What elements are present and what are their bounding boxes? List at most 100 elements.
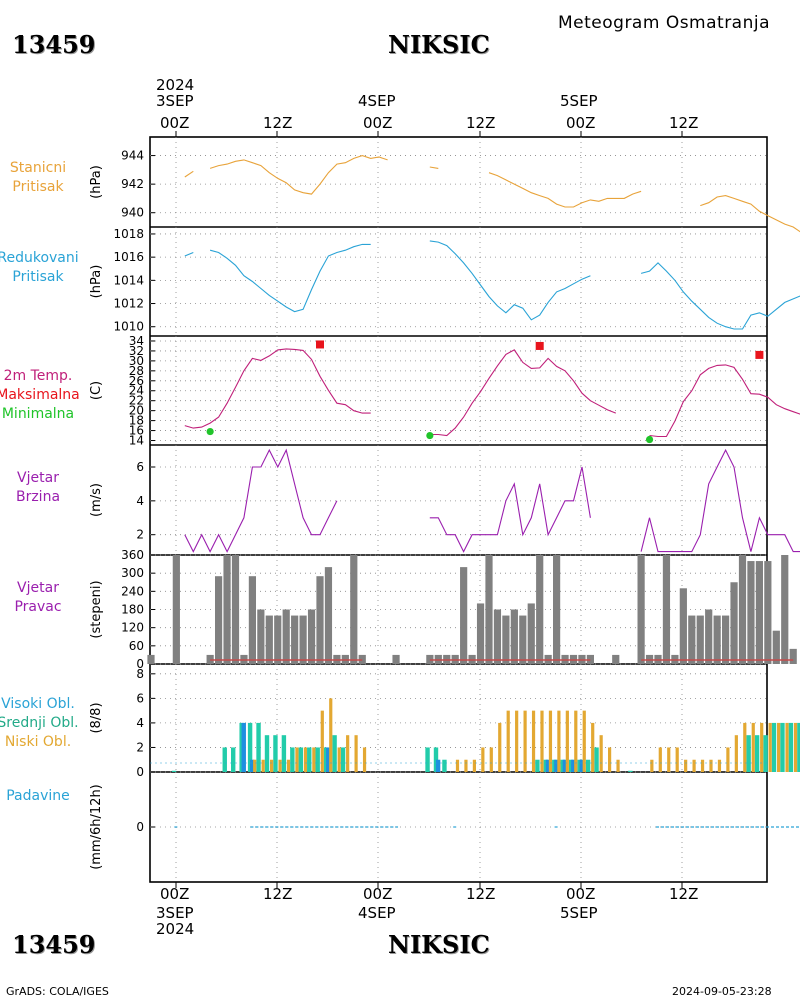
temperature-unit: (C) [89,381,104,400]
wind-speed-line-1 [429,466,591,553]
wind-direction-bar-9 [265,615,273,664]
cloud-bar-1-5 [554,759,559,772]
wind-direction-bar-60 [781,555,789,664]
day-bottom-1: 3SEP [156,904,194,922]
cloud-bar-0-11 [307,747,312,772]
wind-direction-bar-51 [705,609,713,664]
cloud-bar-2-46 [751,722,755,772]
cloud-cover-tick-0: 8 [136,667,144,681]
cloud-bar-2-37 [675,747,679,772]
cloud-bar-1-3 [435,759,441,772]
wind-direction-label-0: Vjetar [17,580,59,596]
cloud-bar-1-6 [562,759,568,772]
hour-top-5: 00Z [566,114,596,132]
cloud-cover-tick-1: 6 [136,691,144,705]
wind-direction-bar-10 [274,615,282,664]
wind-direction-tick-5: 60 [129,639,144,653]
wind-speed-tick-0: 6 [136,460,144,474]
temperature-tick-5: 24 [129,384,144,398]
cloud-bar-1-0 [241,722,246,772]
cloud-bar-0-34 [797,722,800,772]
cloud-bar-0-25 [585,759,591,772]
tmax-marker-0 [316,340,324,349]
wind-direction-bar-50 [696,615,704,664]
cloud-bar-0-18 [442,759,447,772]
cloud-bar-2-24 [540,710,544,772]
wind-direction-bar-33 [519,615,527,664]
reduced-pressure-label-0: Redukovani [0,250,79,266]
cloud-bar-0-31 [771,722,777,772]
wind-speed-tick-1: 4 [136,494,144,508]
wind-direction-bar-28 [476,603,485,664]
station-pressure-label-0: Stanicni [10,160,66,176]
reduced-pressure-label-1: Pritisak [12,269,64,285]
hour-bottom-1: 00Z [160,885,190,903]
station-pressure-line-0 [184,170,194,178]
cloud-bar-0-33 [788,722,794,772]
cloud-bar-2-7 [312,747,316,772]
wind-direction-bar-46 [662,555,671,664]
tmin-marker-2 [645,435,654,444]
cloud-bar-0-26 [594,747,599,772]
cloud-bar-2-2 [270,759,274,772]
temperature-label-2: Minimalna [2,406,74,422]
cloud-bar-0-30 [763,735,768,772]
cloud-bar-2-43 [726,747,730,772]
cloud-bar-2-25 [548,710,553,772]
cloud-bar-2-32 [608,747,612,772]
cloud-bar-2-21 [515,710,519,772]
station-name: NIKSIC [388,30,490,59]
precipitation-label-0: Padavine [6,788,70,804]
temperature-tick-10: 14 [129,434,144,448]
cloud-bar-2-45 [743,722,747,772]
wind-direction-bar-4 [223,555,231,664]
wind-direction-bar-12 [291,615,299,664]
cloud-bar-2-33 [616,759,620,772]
footer-timestamp: 2024-09-05-23:28 [672,985,772,998]
cloud-bar-2-49 [777,722,781,772]
wind-direction-unit: (stepeni) [89,580,104,638]
station-pressure-tick-2: 940 [121,206,144,220]
temperature-line-2 [649,364,800,438]
cloud-bar-1-7 [571,759,576,772]
wind-direction-bar-29 [485,555,493,664]
tmin-marker-0 [206,427,214,436]
cloud-bar-0-8 [281,735,287,772]
temperature-tick-1: 32 [129,344,144,358]
wind-direction-bar-14 [307,609,316,664]
cloud-bar-0-28 [746,735,751,772]
cloud-bar-0-27 [628,770,633,772]
reduced-pressure-line-3 [640,262,800,330]
cloud-bar-2-34 [650,759,654,772]
reduced-pressure-tick-0: 1018 [113,227,144,241]
cloud-bar-2-11 [346,735,350,772]
hour-bottom-5: 00Z [566,885,596,903]
cloud-bar-2-14 [455,759,460,772]
cloud-bar-2-47 [760,722,764,772]
wind-direction-bar-43 [637,555,645,664]
cloud-bar-2-36 [667,747,671,772]
cloud-bar-2-15 [464,759,468,772]
cloud-bar-0-19 [535,759,540,772]
hour-bottom-2: 12Z [263,885,293,903]
reduced-pressure-tick-1: 1016 [113,250,144,264]
temperature-tick-9: 16 [129,424,144,438]
page-title: Meteogram Osmatranja [558,13,771,33]
cloud-bar-0-9 [290,747,295,772]
day-top-1: 3SEP [156,92,194,110]
hour-bottom-6: 12Z [669,885,699,903]
cloud-bar-1-2 [326,747,331,772]
cloud-bar-2-30 [591,722,595,772]
hour-top-1: 00Z [160,114,190,132]
cloud-bar-2-22 [523,710,527,772]
cloud-bar-2-1 [261,759,265,772]
cloud-bar-0-7 [273,735,278,772]
wind-direction-bar-54 [730,582,738,664]
wind-direction-bar-8 [257,609,265,664]
reduced-pressure-tick-3: 1012 [113,297,144,311]
wind-direction-tick-0: 360 [121,548,144,562]
wind-direction-bar-57 [755,561,763,664]
wind-direction-bar-15 [316,576,324,664]
wind-direction-tick-1: 300 [121,566,144,580]
